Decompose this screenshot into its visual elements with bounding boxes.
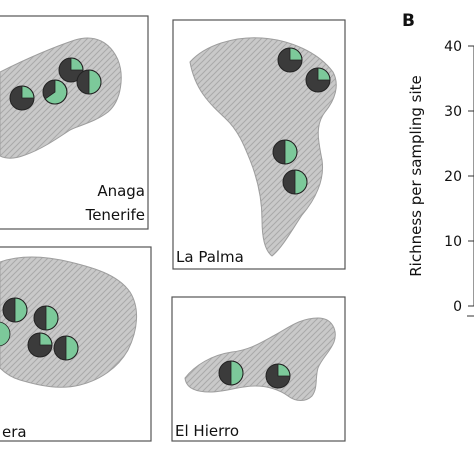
panel-label-b: B — [402, 11, 415, 31]
pie-chart — [58, 57, 84, 83]
y-tick: 0 — [453, 299, 474, 315]
pie-chart — [9, 85, 35, 111]
y-tick: 30 — [444, 104, 474, 120]
pie-chart — [218, 360, 244, 386]
y-tick-label: 0 — [453, 299, 462, 315]
pie-chart — [2, 297, 28, 323]
pie-chart — [265, 363, 291, 389]
y-tick: 10 — [444, 234, 474, 250]
pie-chart — [42, 79, 68, 105]
y-tick-label: 10 — [444, 234, 462, 250]
map-label-anaga: Anaga — [97, 182, 145, 200]
pie-chart — [53, 335, 79, 361]
pie-chart — [277, 47, 303, 73]
pie-chart — [27, 332, 53, 358]
pie-chart — [33, 305, 59, 331]
map-label-la-gomera: era — [2, 423, 27, 441]
pie-chart — [305, 67, 331, 93]
map-panel-la-gomera: era — [0, 246, 152, 442]
map-label-el-hierro: El Hierro — [175, 422, 239, 440]
pie-chart — [0, 321, 11, 347]
pie-chart — [282, 169, 308, 195]
island-shape-la-palma — [189, 37, 337, 257]
y-tick-label: 40 — [444, 39, 462, 55]
map-panel-la-palma: La Palma — [172, 19, 346, 270]
panel-b: B Richness per sampling site 0 10 20 30 … — [402, 11, 474, 317]
y-tick-label: 30 — [444, 104, 462, 120]
y-tick: 20 — [444, 169, 474, 185]
pie-chart — [76, 69, 102, 95]
y-tick-label: 20 — [444, 169, 462, 185]
map-panel-el-hierro: El Hierro — [171, 296, 346, 442]
pie-chart — [272, 139, 298, 165]
map-label-tenerife: Tenerife — [85, 206, 145, 224]
y-axis-title: Richness per sampling site — [407, 75, 425, 277]
map-panel-anaga: Anaga Tenerife — [0, 15, 149, 230]
map-label-la-palma: La Palma — [176, 248, 244, 266]
y-tick: 40 — [444, 39, 474, 55]
